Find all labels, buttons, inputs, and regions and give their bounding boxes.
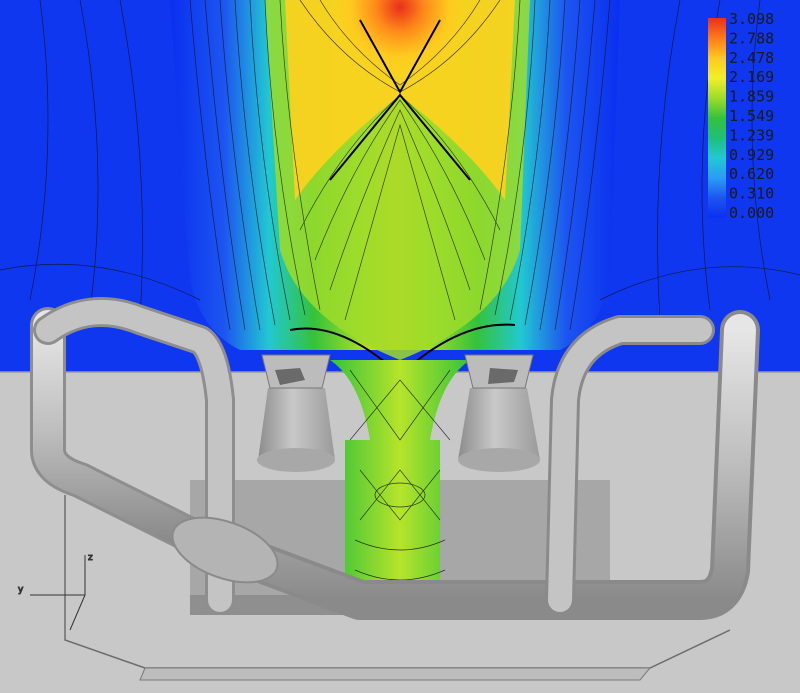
legend-tick-label: 1.239 xyxy=(729,126,774,144)
right-nozzle xyxy=(458,354,540,472)
plume-hot-core xyxy=(330,0,470,105)
pipe-coupling xyxy=(171,516,279,584)
legend-tick-label: 1.859 xyxy=(729,88,774,106)
legend-colorbar xyxy=(708,18,726,218)
axis-z-label: z xyxy=(88,553,93,563)
legend-tick-label: 3.098 xyxy=(729,10,774,28)
pad-base xyxy=(139,667,652,681)
contour-lines xyxy=(0,0,800,331)
legend-tick-label: 2.478 xyxy=(729,49,774,67)
legend-tick-label: 2.169 xyxy=(729,68,774,86)
pipe-main xyxy=(180,310,760,620)
legend-tick-label: 0.000 xyxy=(729,204,774,222)
legend-tick-label: 2.788 xyxy=(729,29,774,47)
legend-tick-label: 0.310 xyxy=(729,185,774,203)
legend-tick-label: 0.620 xyxy=(729,165,774,183)
axis-y-label: y xyxy=(18,585,24,595)
legend-tick-label: 1.549 xyxy=(729,107,774,125)
exhaust-jet-lower xyxy=(330,360,470,600)
axis-triad: z y xyxy=(18,553,94,631)
legend-tick-label: 0.929 xyxy=(729,146,774,164)
pipe-left xyxy=(30,297,235,615)
left-nozzle xyxy=(257,354,335,472)
